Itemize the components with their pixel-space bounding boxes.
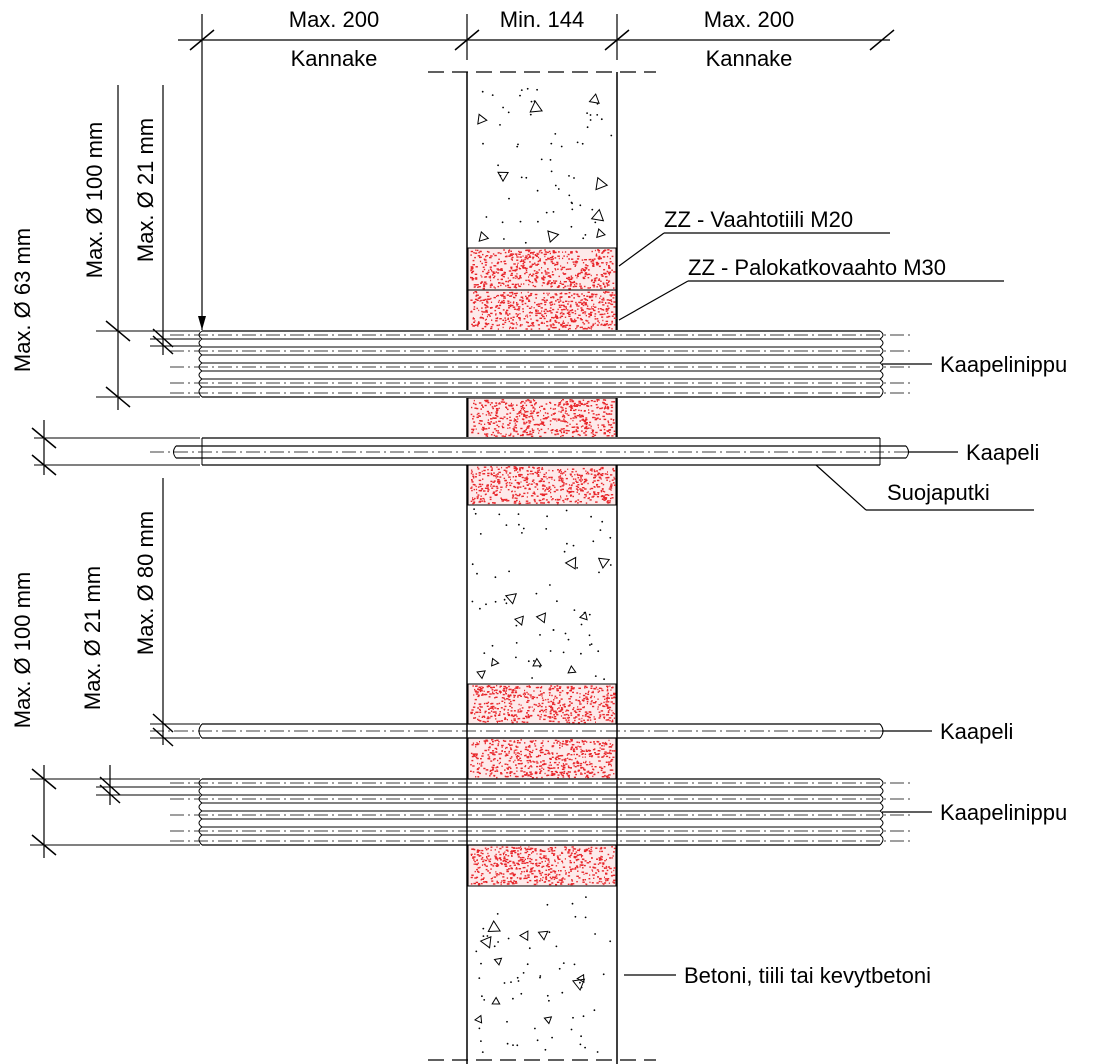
dim-left-label: Max. 200 bbox=[289, 7, 380, 32]
foam-block bbox=[467, 247, 617, 291]
cable-bundle-upper bbox=[170, 330, 912, 398]
upper-vertical-dimensions: Max. Ø 100 mm Max. Ø 21 mm Max. Ø 63 mm bbox=[10, 85, 200, 476]
dim-lower-outer-label: Max. Ø 100 mm bbox=[10, 572, 35, 728]
callout-kaapelinippu-2: Kaapelinippu bbox=[940, 800, 1067, 825]
lower-vertical-dimensions: Max. Ø 80 mm Max. Ø 21 mm Max. Ø 100 mm bbox=[10, 478, 200, 858]
dim-upper-inner-label: Max. Ø 21 mm bbox=[133, 118, 158, 262]
callout-kaapeli-1: Kaapeli bbox=[966, 440, 1039, 465]
dim-upper-left-label: Max. Ø 63 mm bbox=[10, 228, 35, 372]
dim-lower-inner-label: Max. Ø 21 mm bbox=[80, 566, 105, 710]
dim-lower-right-label: Max. Ø 80 mm bbox=[133, 511, 158, 655]
wall bbox=[428, 71, 656, 1064]
bracket-left-label: Kannake bbox=[291, 46, 378, 71]
bracket-right-label: Kannake bbox=[706, 46, 793, 71]
callout-kaapeli-2: Kaapeli bbox=[940, 719, 1013, 744]
callout-suojaputki: Suojaputki bbox=[887, 480, 990, 505]
dim-center-label: Min. 144 bbox=[500, 7, 584, 32]
dim-right-label: Max. 200 bbox=[704, 7, 795, 32]
cable-bundle-lower bbox=[170, 778, 912, 846]
callout-palokatko: ZZ - Palokatkovaahto M30 bbox=[688, 255, 946, 280]
dim-upper-outer-label: Max. Ø 100 mm bbox=[82, 122, 107, 278]
concrete-texture bbox=[471, 87, 613, 1053]
cable-single-lower bbox=[150, 723, 930, 739]
top-dimension: Max. 200 Min. 144 Max. 200 Kannake Kanna… bbox=[178, 7, 895, 330]
callout-vaahtotiili: ZZ - Vaahtotiili M20 bbox=[664, 207, 853, 232]
callout-kaapelinippu-1: Kaapelinippu bbox=[940, 352, 1067, 377]
callout-betoni: Betoni, tiili tai kevytbetoni bbox=[684, 963, 931, 988]
callouts: ZZ - Vaahtotiili M20 ZZ - Palokatkovaaht… bbox=[618, 207, 1067, 988]
protective-tube-with-cable bbox=[150, 437, 930, 466]
